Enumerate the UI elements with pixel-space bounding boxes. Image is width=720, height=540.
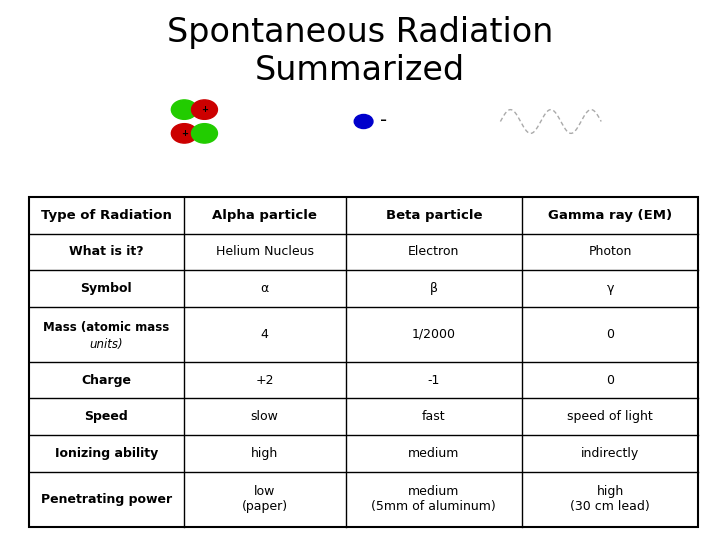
Text: Type of Radiation: Type of Radiation xyxy=(41,209,171,222)
Text: α: α xyxy=(261,282,269,295)
Text: +: + xyxy=(181,129,188,138)
Text: +2: +2 xyxy=(256,374,274,387)
Circle shape xyxy=(171,124,197,143)
Text: Spontaneous Radiation
Summarized: Spontaneous Radiation Summarized xyxy=(167,16,553,87)
Text: slow: slow xyxy=(251,410,279,423)
Circle shape xyxy=(192,124,217,143)
Text: -1: -1 xyxy=(428,374,440,387)
Text: Beta particle: Beta particle xyxy=(385,209,482,222)
Text: high
(30 cm lead): high (30 cm lead) xyxy=(570,485,650,513)
Text: Penetrating power: Penetrating power xyxy=(40,492,172,505)
Text: Electron: Electron xyxy=(408,246,459,259)
Bar xyxy=(29,197,698,526)
Text: Alpha particle: Alpha particle xyxy=(212,209,317,222)
Text: 0: 0 xyxy=(606,374,614,387)
Circle shape xyxy=(192,100,217,119)
Circle shape xyxy=(171,100,197,119)
Text: 1/2000: 1/2000 xyxy=(412,328,456,341)
Text: Ionizing ability: Ionizing ability xyxy=(55,447,158,460)
Text: Speed: Speed xyxy=(84,410,128,423)
Text: speed of light: speed of light xyxy=(567,410,653,423)
Text: low
(paper): low (paper) xyxy=(241,485,288,513)
Text: Charge: Charge xyxy=(81,374,131,387)
Text: β: β xyxy=(430,282,438,295)
Text: -: - xyxy=(380,111,387,130)
Circle shape xyxy=(354,114,373,129)
Text: Symbol: Symbol xyxy=(81,282,132,295)
Text: Helium Nucleus: Helium Nucleus xyxy=(215,246,314,259)
Text: medium: medium xyxy=(408,447,459,460)
Text: units): units) xyxy=(89,338,123,351)
Text: γ: γ xyxy=(606,282,614,295)
Text: fast: fast xyxy=(422,410,446,423)
Text: Photon: Photon xyxy=(588,246,632,259)
Text: high: high xyxy=(251,447,278,460)
Text: indirectly: indirectly xyxy=(581,447,639,460)
Text: What is it?: What is it? xyxy=(69,246,143,259)
Text: 0: 0 xyxy=(606,328,614,341)
Text: Gamma ray (EM): Gamma ray (EM) xyxy=(548,209,672,222)
Text: Mass (atomic mass: Mass (atomic mass xyxy=(43,321,169,334)
Text: 4: 4 xyxy=(261,328,269,341)
Text: medium
(5mm of aluminum): medium (5mm of aluminum) xyxy=(372,485,496,513)
Text: +: + xyxy=(201,105,208,114)
